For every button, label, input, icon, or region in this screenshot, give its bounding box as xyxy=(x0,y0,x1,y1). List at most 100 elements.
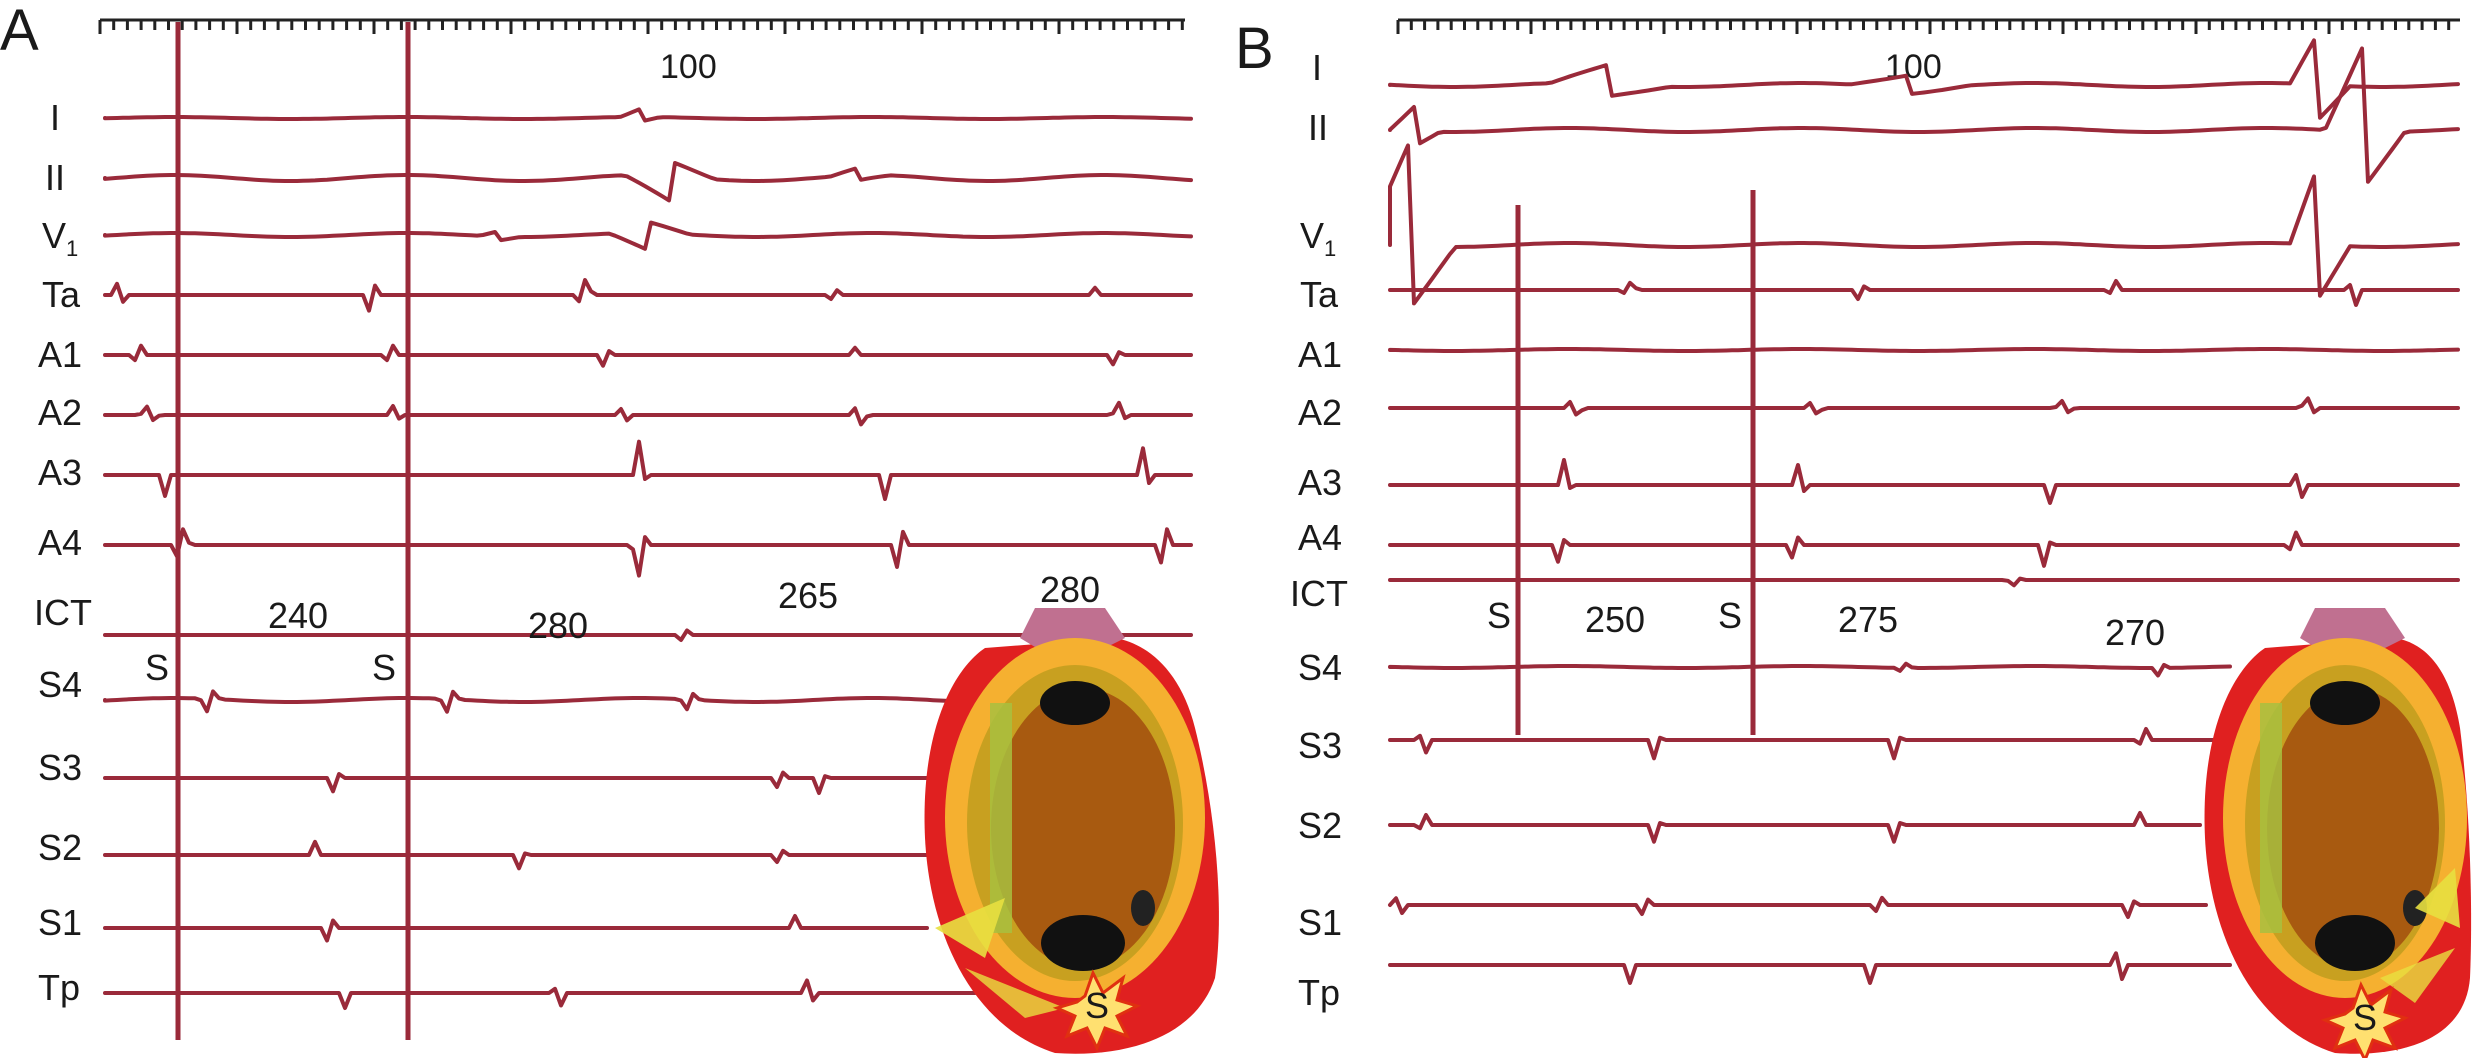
panel-b-scale-label: 100 xyxy=(1885,48,1942,86)
panel-b-interval-3: 270 xyxy=(2105,612,2165,653)
panel-a-traces xyxy=(103,107,1193,1010)
panel-a-interval-1: 240 xyxy=(268,595,328,636)
trace-a-I xyxy=(103,107,1193,123)
panel-b-lead-Tp: Tp xyxy=(1298,972,1340,1013)
panel-b-lead-Ta: Ta xyxy=(1300,274,1339,315)
trace-b-S3 xyxy=(1388,727,2220,761)
panel-a-lead-A1: A1 xyxy=(38,334,82,375)
trace-b-V1 xyxy=(1388,143,2460,306)
panel-a-lead-labels: I II V 1 Ta A1 A2 A3 A4 ICT S4 S3 S2 S1 … xyxy=(34,97,92,1008)
trace-a-A3 xyxy=(103,439,1193,501)
trace-a-Tp xyxy=(103,978,977,1010)
panel-a-stim-label-1: S xyxy=(145,647,169,688)
panel-a-interval-4: 280 xyxy=(1040,569,1100,610)
trace-a-A2 xyxy=(103,400,1193,427)
trace-a-S3 xyxy=(103,770,929,795)
panel-a-lead-S3: S3 xyxy=(38,747,82,788)
heart-arrow-bottom xyxy=(965,968,1065,1018)
panel-a-lead-V1: V 1 xyxy=(42,215,78,261)
panel-b-lead-ICT: ICT xyxy=(1290,573,1348,614)
panel-a-heart-inset: S xyxy=(924,608,1219,1054)
panel-b-time-ruler xyxy=(1396,18,2460,34)
trace-b-A1 xyxy=(1388,347,2460,353)
panel-b-stim-label-2: S xyxy=(1718,595,1742,636)
heart-arrow-left xyxy=(935,898,1005,958)
panel-a-lead-A2: A2 xyxy=(38,392,82,433)
heart-crista-band xyxy=(990,703,1012,933)
panel-b-interval-1: 250 xyxy=(1585,599,1645,640)
heart-crista-band xyxy=(2260,703,2282,933)
trace-a-S4 xyxy=(103,689,959,714)
heart-bottom-opening xyxy=(2315,915,2395,971)
trace-b-S4 xyxy=(1388,661,2232,678)
panel-b-letter: B xyxy=(1235,16,1274,81)
panel-a-lead-S2: S2 xyxy=(38,827,82,868)
panel-b: B 100 I II V 1 Ta A1 A2 A3 A4 ICT S4 S3 … xyxy=(1235,16,2472,1058)
trace-b-Ta xyxy=(1388,279,2460,307)
heart-inner-chamber xyxy=(991,688,1175,968)
panel-a-letter: A xyxy=(0,0,39,63)
panel-b-lead-labels: I II V 1 Ta A1 A2 A3 A4 ICT S4 S3 S2 S1 … xyxy=(1290,47,1348,1013)
panel-b-lead-A1: A1 xyxy=(1298,334,1342,375)
heart-bottom-opening xyxy=(1041,915,1125,971)
panel-b-lead-A3: A3 xyxy=(1298,462,1342,503)
panel-b-lead-S3: S3 xyxy=(1298,725,1342,766)
panel-b-lead-V1: V 1 xyxy=(1300,215,1336,261)
trace-b-S1 xyxy=(1388,895,2208,919)
trace-a-A1 xyxy=(103,343,1193,368)
panel-b-lead-A4: A4 xyxy=(1298,517,1342,558)
panel-a-stim-label-2: S xyxy=(372,647,396,688)
panel-a-scale-label: 100 xyxy=(660,48,717,86)
panel-a-lead-II: II xyxy=(45,157,65,198)
trace-b-I xyxy=(1388,38,2460,120)
trace-a-S2 xyxy=(103,839,929,871)
panel-b-stim-burst-icon xyxy=(2320,981,2410,1058)
trace-a-A4 xyxy=(103,527,1193,578)
heart-top-opening xyxy=(2310,681,2380,725)
panel-a-inset-stim-label: S xyxy=(1085,985,1109,1026)
heart-side-opening xyxy=(1131,890,1155,926)
panel-b-lead-S2: S2 xyxy=(1298,805,1342,846)
trace-b-A3 xyxy=(1388,458,2460,505)
trace-a-V1 xyxy=(103,220,1193,251)
panel-a-lead-A3: A3 xyxy=(38,452,82,493)
heart-arrow-right xyxy=(2415,868,2460,928)
trace-b-ICT xyxy=(1388,576,2460,588)
panel-a: A 100 I II V 1 Ta A1 A2 A3 A4 ICT S4 S3 … xyxy=(0,0,1219,1054)
panel-b-stim-label-1: S xyxy=(1487,595,1511,636)
panel-b-lead-A2: A2 xyxy=(1298,392,1342,433)
panel-a-lead-I: I xyxy=(50,97,60,138)
panel-b-heart-inset: S xyxy=(2204,608,2472,1058)
trace-b-II xyxy=(1388,46,2460,184)
panel-b-inset-stim-label: S xyxy=(2353,997,2377,1038)
heart-arrow-bottom xyxy=(2380,948,2455,1003)
heart-inner-chamber xyxy=(2267,688,2439,968)
panel-a-lead-V1-subscript: 1 xyxy=(66,236,78,261)
trace-b-A2 xyxy=(1388,396,2460,417)
panel-b-lead-S4: S4 xyxy=(1298,647,1342,688)
panel-a-interval-2: 280 xyxy=(528,605,588,646)
panel-b-traces xyxy=(1388,38,2460,985)
panel-b-lead-V1-main: V xyxy=(1300,215,1324,256)
panel-b-lead-V1-subscript: 1 xyxy=(1324,236,1336,261)
panel-a-lead-S1: S1 xyxy=(38,902,82,943)
panel-b-lead-I: I xyxy=(1312,47,1322,88)
trace-b-S2 xyxy=(1388,811,2202,844)
panel-a-time-ruler xyxy=(98,18,1185,34)
trace-a-II xyxy=(103,161,1193,203)
panel-b-lead-S1: S1 xyxy=(1298,902,1342,943)
panel-a-lead-A4: A4 xyxy=(38,522,82,563)
panel-b-interval-2: 275 xyxy=(1838,599,1898,640)
panel-a-lead-S4: S4 xyxy=(38,664,82,705)
trace-b-A4 xyxy=(1388,530,2460,568)
trace-a-S1 xyxy=(103,914,929,943)
trace-b-Tp xyxy=(1388,951,2232,985)
panel-a-lead-Ta: Ta xyxy=(42,274,81,315)
panel-a-stim-burst-icon xyxy=(1052,969,1142,1052)
panel-a-lead-V1-main: V xyxy=(42,215,66,256)
panel-a-lead-ICT: ICT xyxy=(34,592,92,633)
panel-b-lead-II: II xyxy=(1308,107,1328,148)
panel-a-interval-3: 265 xyxy=(778,575,838,616)
heart-top-opening xyxy=(1040,681,1110,725)
